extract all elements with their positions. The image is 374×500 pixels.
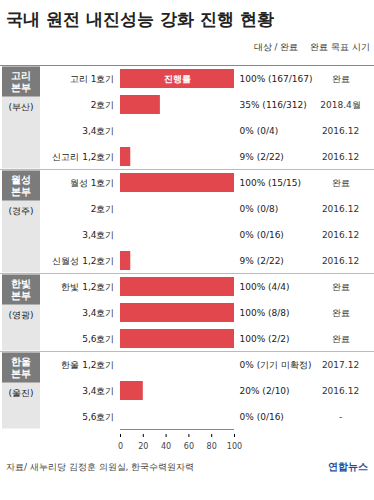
svg-text:0% (기기 미확정): 0% (기기 미확정): [240, 360, 312, 370]
svg-text:20% (2/10): 20% (2/10): [240, 386, 290, 396]
svg-text:월성 1호기: 월성 1호기: [70, 178, 115, 188]
svg-text:2017.12: 2017.12: [322, 360, 359, 370]
svg-text:0% (0/8): 0% (0/8): [240, 204, 279, 214]
svg-text:완료: 완료: [332, 334, 350, 344]
svg-text:2016.12: 2016.12: [322, 152, 359, 162]
svg-text:80: 80: [207, 442, 217, 451]
svg-text:2016.12: 2016.12: [322, 204, 359, 214]
svg-text:-: -: [339, 412, 342, 422]
svg-text:9% (2/22): 9% (2/22): [240, 256, 284, 266]
svg-text:100% (167/167): 100% (167/167): [240, 74, 313, 84]
svg-text:9% (2/22): 9% (2/22): [240, 152, 284, 162]
svg-text:한울: 한울: [11, 356, 31, 367]
svg-text:월성: 월성: [11, 174, 31, 185]
svg-text:완료: 완료: [332, 282, 350, 292]
svg-text:0% (0/4): 0% (0/4): [240, 126, 279, 136]
svg-text:완료: 완료: [332, 308, 350, 318]
svg-text:3,4호기: 3,4호기: [82, 126, 114, 136]
svg-text:3,4호기: 3,4호기: [82, 386, 114, 396]
svg-text:한빛 1,2호기: 한빛 1,2호기: [61, 282, 114, 292]
svg-text:2016.12: 2016.12: [322, 126, 359, 136]
svg-text:(영광): (영광): [8, 310, 33, 320]
svg-text:2016.12: 2016.12: [322, 386, 359, 396]
svg-text:본부: 본부: [11, 82, 31, 93]
svg-text:완료 목표 시기: 완료 목표 시기: [310, 42, 369, 52]
svg-text:본부: 본부: [11, 186, 31, 197]
svg-text:완료: 완료: [332, 178, 350, 188]
svg-text:100% (8/8): 100% (8/8): [240, 308, 290, 318]
svg-text:한울 1,2호기: 한울 1,2호기: [61, 360, 114, 370]
svg-text:100% (15/15): 100% (15/15): [240, 178, 302, 188]
svg-text:5,6호기: 5,6호기: [82, 412, 114, 422]
svg-text:5,6호기: 5,6호기: [82, 334, 114, 344]
svg-text:40: 40: [161, 442, 171, 451]
html-text:국내 원전 내진성능 강화 진행 현황: 국내 원전 내진성능 강화 진행 현황: [6, 9, 274, 29]
svg-text:2016.12: 2016.12: [322, 256, 359, 266]
svg-text:2호기: 2호기: [91, 100, 115, 110]
svg-text:60: 60: [184, 442, 194, 451]
svg-text:100% (2/2): 100% (2/2): [240, 334, 290, 344]
svg-text:(경주): (경주): [8, 206, 33, 216]
svg-text:완료: 완료: [332, 74, 350, 84]
html-text:연합뉴스: 연합뉴스: [328, 461, 368, 472]
svg-text:0% (0/16): 0% (0/16): [240, 412, 284, 422]
svg-text:본부: 본부: [11, 368, 31, 379]
svg-text:0% (0/16): 0% (0/16): [240, 230, 284, 240]
html-text:자료/ 새누리당 김정훈 의원실, 한국수력원자력: 자료/ 새누리당 김정훈 의원실, 한국수력원자력: [6, 461, 195, 472]
svg-text:3,4호기: 3,4호기: [82, 308, 114, 318]
svg-text:고리 1호기: 고리 1호기: [70, 74, 115, 84]
svg-text:신월성 1,2호기: 신월성 1,2호기: [52, 256, 114, 266]
svg-text:2016.12: 2016.12: [322, 230, 359, 240]
svg-text:100% (4/4): 100% (4/4): [240, 282, 290, 292]
svg-text:100: 100: [227, 442, 242, 451]
svg-text:35% (116/312): 35% (116/312): [240, 100, 307, 110]
svg-text:한빛: 한빛: [11, 278, 31, 289]
svg-text:2018.4월: 2018.4월: [320, 100, 361, 110]
svg-text:3,4호기: 3,4호기: [82, 230, 114, 240]
svg-text:(부산): (부산): [8, 102, 33, 112]
svg-text:0: 0: [118, 442, 123, 451]
svg-text:본부: 본부: [11, 290, 31, 301]
svg-text:2호기: 2호기: [91, 204, 115, 214]
svg-text:신고리 1,2호기: 신고리 1,2호기: [52, 152, 114, 162]
svg-text:20: 20: [138, 442, 148, 451]
svg-text:고리: 고리: [11, 70, 31, 81]
svg-text:대상 / 완료: 대상 / 완료: [254, 42, 298, 52]
svg-text:(울진): (울진): [8, 388, 33, 398]
svg-text:진행률: 진행률: [164, 74, 191, 84]
